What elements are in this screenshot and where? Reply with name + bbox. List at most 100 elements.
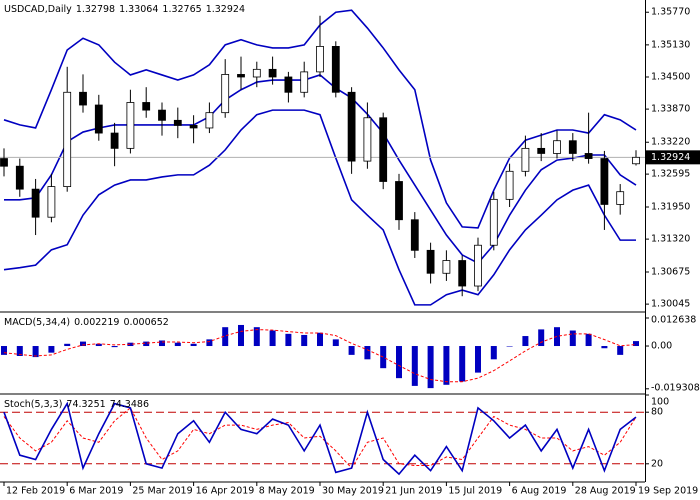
candle-body — [458, 260, 467, 287]
indicator-name: MACD(5,34,4) — [4, 317, 70, 328]
y-tick-label: 0.012638 — [651, 315, 696, 326]
last-price-label: 1.32924 — [651, 152, 690, 163]
stoch-main — [3, 401, 637, 476]
y-tick-label: 1.32595 — [651, 169, 690, 180]
candle-body — [284, 76, 293, 93]
y-tick-label: 1.34500 — [651, 71, 690, 82]
macd-bar — [143, 341, 150, 347]
candle-body — [126, 102, 135, 149]
header-value: 0.000652 — [123, 317, 168, 328]
candle-body — [252, 68, 261, 78]
x-tick-label: 12 Feb 2019 — [6, 486, 65, 497]
macd-bar — [238, 324, 244, 347]
macd-bar — [538, 329, 545, 347]
candle-body — [316, 45, 324, 73]
y-tick-label: 1.33220 — [651, 137, 690, 148]
macd-bar — [111, 346, 118, 348]
macd-bar — [95, 343, 102, 347]
macd-bar — [301, 334, 308, 347]
macd-bar — [332, 339, 339, 347]
candle-body — [489, 198, 498, 246]
x-tick-label: 15 Jul 2019 — [448, 486, 502, 497]
candle-body — [47, 186, 56, 218]
candle-body — [110, 132, 119, 149]
candle-body — [142, 102, 151, 111]
candle-body — [237, 74, 245, 78]
macd-bar — [364, 346, 371, 360]
macd-bar — [48, 346, 55, 353]
candle-body — [537, 147, 546, 154]
y-tick-label: 0.00 — [651, 341, 672, 352]
y-tick-label: 1.30045 — [651, 299, 690, 310]
x-tick-label: 6 Mar 2019 — [69, 486, 123, 497]
candle-body — [15, 165, 24, 190]
panel-header: MACD(5,34,4) 0.002219 0.000652 — [4, 317, 169, 328]
y-tick-label: 100 — [651, 397, 669, 408]
macd-bar — [64, 343, 71, 347]
macd-signal — [3, 329, 637, 383]
y-tick-label: 20 — [651, 458, 663, 469]
candle-body — [363, 117, 372, 162]
y-tick-label: 1.33870 — [651, 104, 690, 115]
x-tick-label: 19 Sep 2019 — [638, 486, 698, 497]
candle-body — [584, 153, 593, 159]
candle-body — [63, 91, 72, 187]
candle-body — [79, 91, 87, 106]
macd-bar — [174, 342, 181, 347]
macd-bar — [506, 346, 513, 347]
macd-bar — [443, 346, 450, 385]
macd-bar — [490, 346, 497, 360]
candle-body — [94, 104, 103, 134]
candle-body — [600, 158, 609, 205]
candle-body — [347, 91, 356, 162]
candle-body — [505, 170, 514, 200]
header-value: 1.32924 — [206, 4, 245, 15]
last-price-box — [646, 150, 700, 165]
header-value: 0.002219 — [74, 317, 119, 328]
y-tick-label: -0.019308 — [651, 383, 700, 394]
header-value: 74.3251 — [66, 399, 105, 410]
macd-bar — [601, 346, 608, 349]
bollinger-lower — [3, 109, 636, 306]
candle-body — [410, 219, 419, 251]
candle-body — [173, 119, 182, 126]
x-tick-label: 25 Mar 2019 — [132, 486, 192, 497]
candle-body — [426, 249, 435, 274]
candle-body — [221, 74, 230, 114]
macd-bar — [1, 346, 7, 355]
candle-body — [189, 125, 198, 129]
macd-bar — [190, 343, 197, 347]
candle-body — [474, 244, 482, 287]
header-value: 74.3486 — [110, 399, 149, 410]
candle-body — [300, 71, 309, 93]
x-tick-label: 6 Aug 2019 — [512, 486, 567, 497]
macd-bar — [80, 341, 86, 347]
macd-bar — [285, 333, 292, 347]
macd-bar — [585, 333, 592, 347]
macd-bar — [459, 346, 466, 382]
candle-body — [379, 117, 388, 182]
x-tick-label: 30 May 2019 — [322, 486, 384, 497]
y-tick-label: 80 — [651, 407, 663, 418]
candle-body — [395, 181, 403, 221]
macd-bar — [222, 327, 229, 347]
macd-bar — [127, 342, 134, 347]
macd-bar — [411, 346, 418, 386]
panel-header: USDCAD,Daily 1.32798 1.33064 1.32765 1.32924 — [4, 4, 245, 15]
candle-body — [31, 188, 40, 218]
macd-bar — [522, 336, 529, 347]
macd-bar — [317, 332, 323, 347]
y-tick-label: 1.31320 — [651, 234, 690, 245]
macd-bar — [633, 341, 639, 347]
macd-bar — [569, 330, 576, 347]
candle-body — [268, 68, 277, 78]
indicator-name: Stoch(5,3,3) — [4, 399, 62, 410]
header-value: 1.32765 — [162, 4, 201, 15]
x-tick-label: 8 May 2019 — [259, 486, 315, 497]
x-tick-label: 16 Apr 2019 — [196, 486, 255, 497]
panel-header: Stoch(5,3,3) 74.3251 74.3486 — [4, 399, 149, 410]
macd-bar — [16, 346, 23, 356]
y-tick-label: 1.31950 — [651, 201, 690, 212]
